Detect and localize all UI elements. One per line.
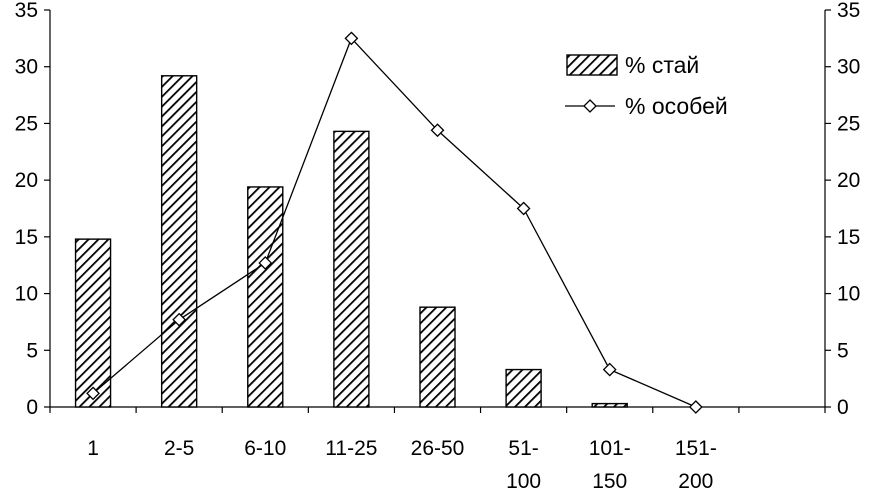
left-y-tick-label: 25: [15, 112, 38, 135]
left-y-tick-label: 35: [15, 0, 38, 22]
legend-diamond-marker: [583, 99, 597, 113]
right-y-tick-label: 0: [837, 396, 849, 419]
left-y-tick-label: 20: [15, 169, 38, 192]
x-category-label: 151-: [675, 437, 717, 460]
left-y-tick-label: 10: [15, 283, 38, 306]
diamond-marker: [430, 123, 445, 138]
x-category-label: 2-5: [164, 437, 194, 460]
legend: % стай % особей: [565, 52, 728, 119]
x-category-label: 150: [592, 470, 627, 489]
right-y-tick-label: 5: [837, 339, 849, 362]
x-category-label: 26-50: [411, 437, 465, 460]
diamond-marker: [258, 256, 273, 270]
right-y-tick-label: 25: [837, 112, 860, 135]
bar: [160, 75, 198, 408]
x-category-label: 101-: [589, 437, 631, 460]
left-y-tick-label: 30: [15, 56, 38, 79]
bar: [419, 306, 456, 408]
bar: [591, 402, 628, 408]
bar: [333, 130, 370, 408]
diamond-marker: [86, 386, 100, 401]
x-category-label: 11-25: [325, 437, 377, 460]
diamond-marker: [688, 400, 703, 414]
diamond-marker: [172, 312, 187, 327]
diamond-marker: [344, 31, 359, 46]
right-y-tick-label: 35: [837, 0, 860, 22]
bar: [247, 186, 284, 408]
right-y-tick-label: 30: [837, 56, 860, 79]
left-y-tick-label: 15: [15, 226, 38, 249]
bar: [505, 368, 542, 408]
right-y-tick-label: 20: [837, 169, 860, 192]
x-category-label: 6-10: [244, 437, 286, 460]
legend-label-stay: % стай: [625, 52, 699, 78]
right-y-tick-label: 15: [837, 226, 860, 249]
bar: [74, 238, 112, 408]
diamond-marker: [602, 362, 617, 377]
x-category-label: 200: [678, 470, 713, 489]
right-y-tick-label: 10: [837, 283, 860, 306]
x-category-label: 1: [87, 437, 99, 460]
diamond-marker: [516, 201, 531, 216]
plot-area: 0 0 5 5 10 10 15 15 20 20 25 25 30 30 35 35 1 2-5 6-10 11-2…: [15, 0, 861, 489]
left-y-tick-label: 0: [26, 396, 38, 419]
series-line-osobey: [92, 37, 697, 408]
legend-swatch-bar: [566, 54, 618, 76]
left-y-tick-label: 5: [26, 339, 38, 362]
x-category-label: 100: [506, 470, 541, 489]
x-category-label: 51-: [508, 437, 538, 460]
legend-label-osobey: % особей: [625, 93, 728, 119]
